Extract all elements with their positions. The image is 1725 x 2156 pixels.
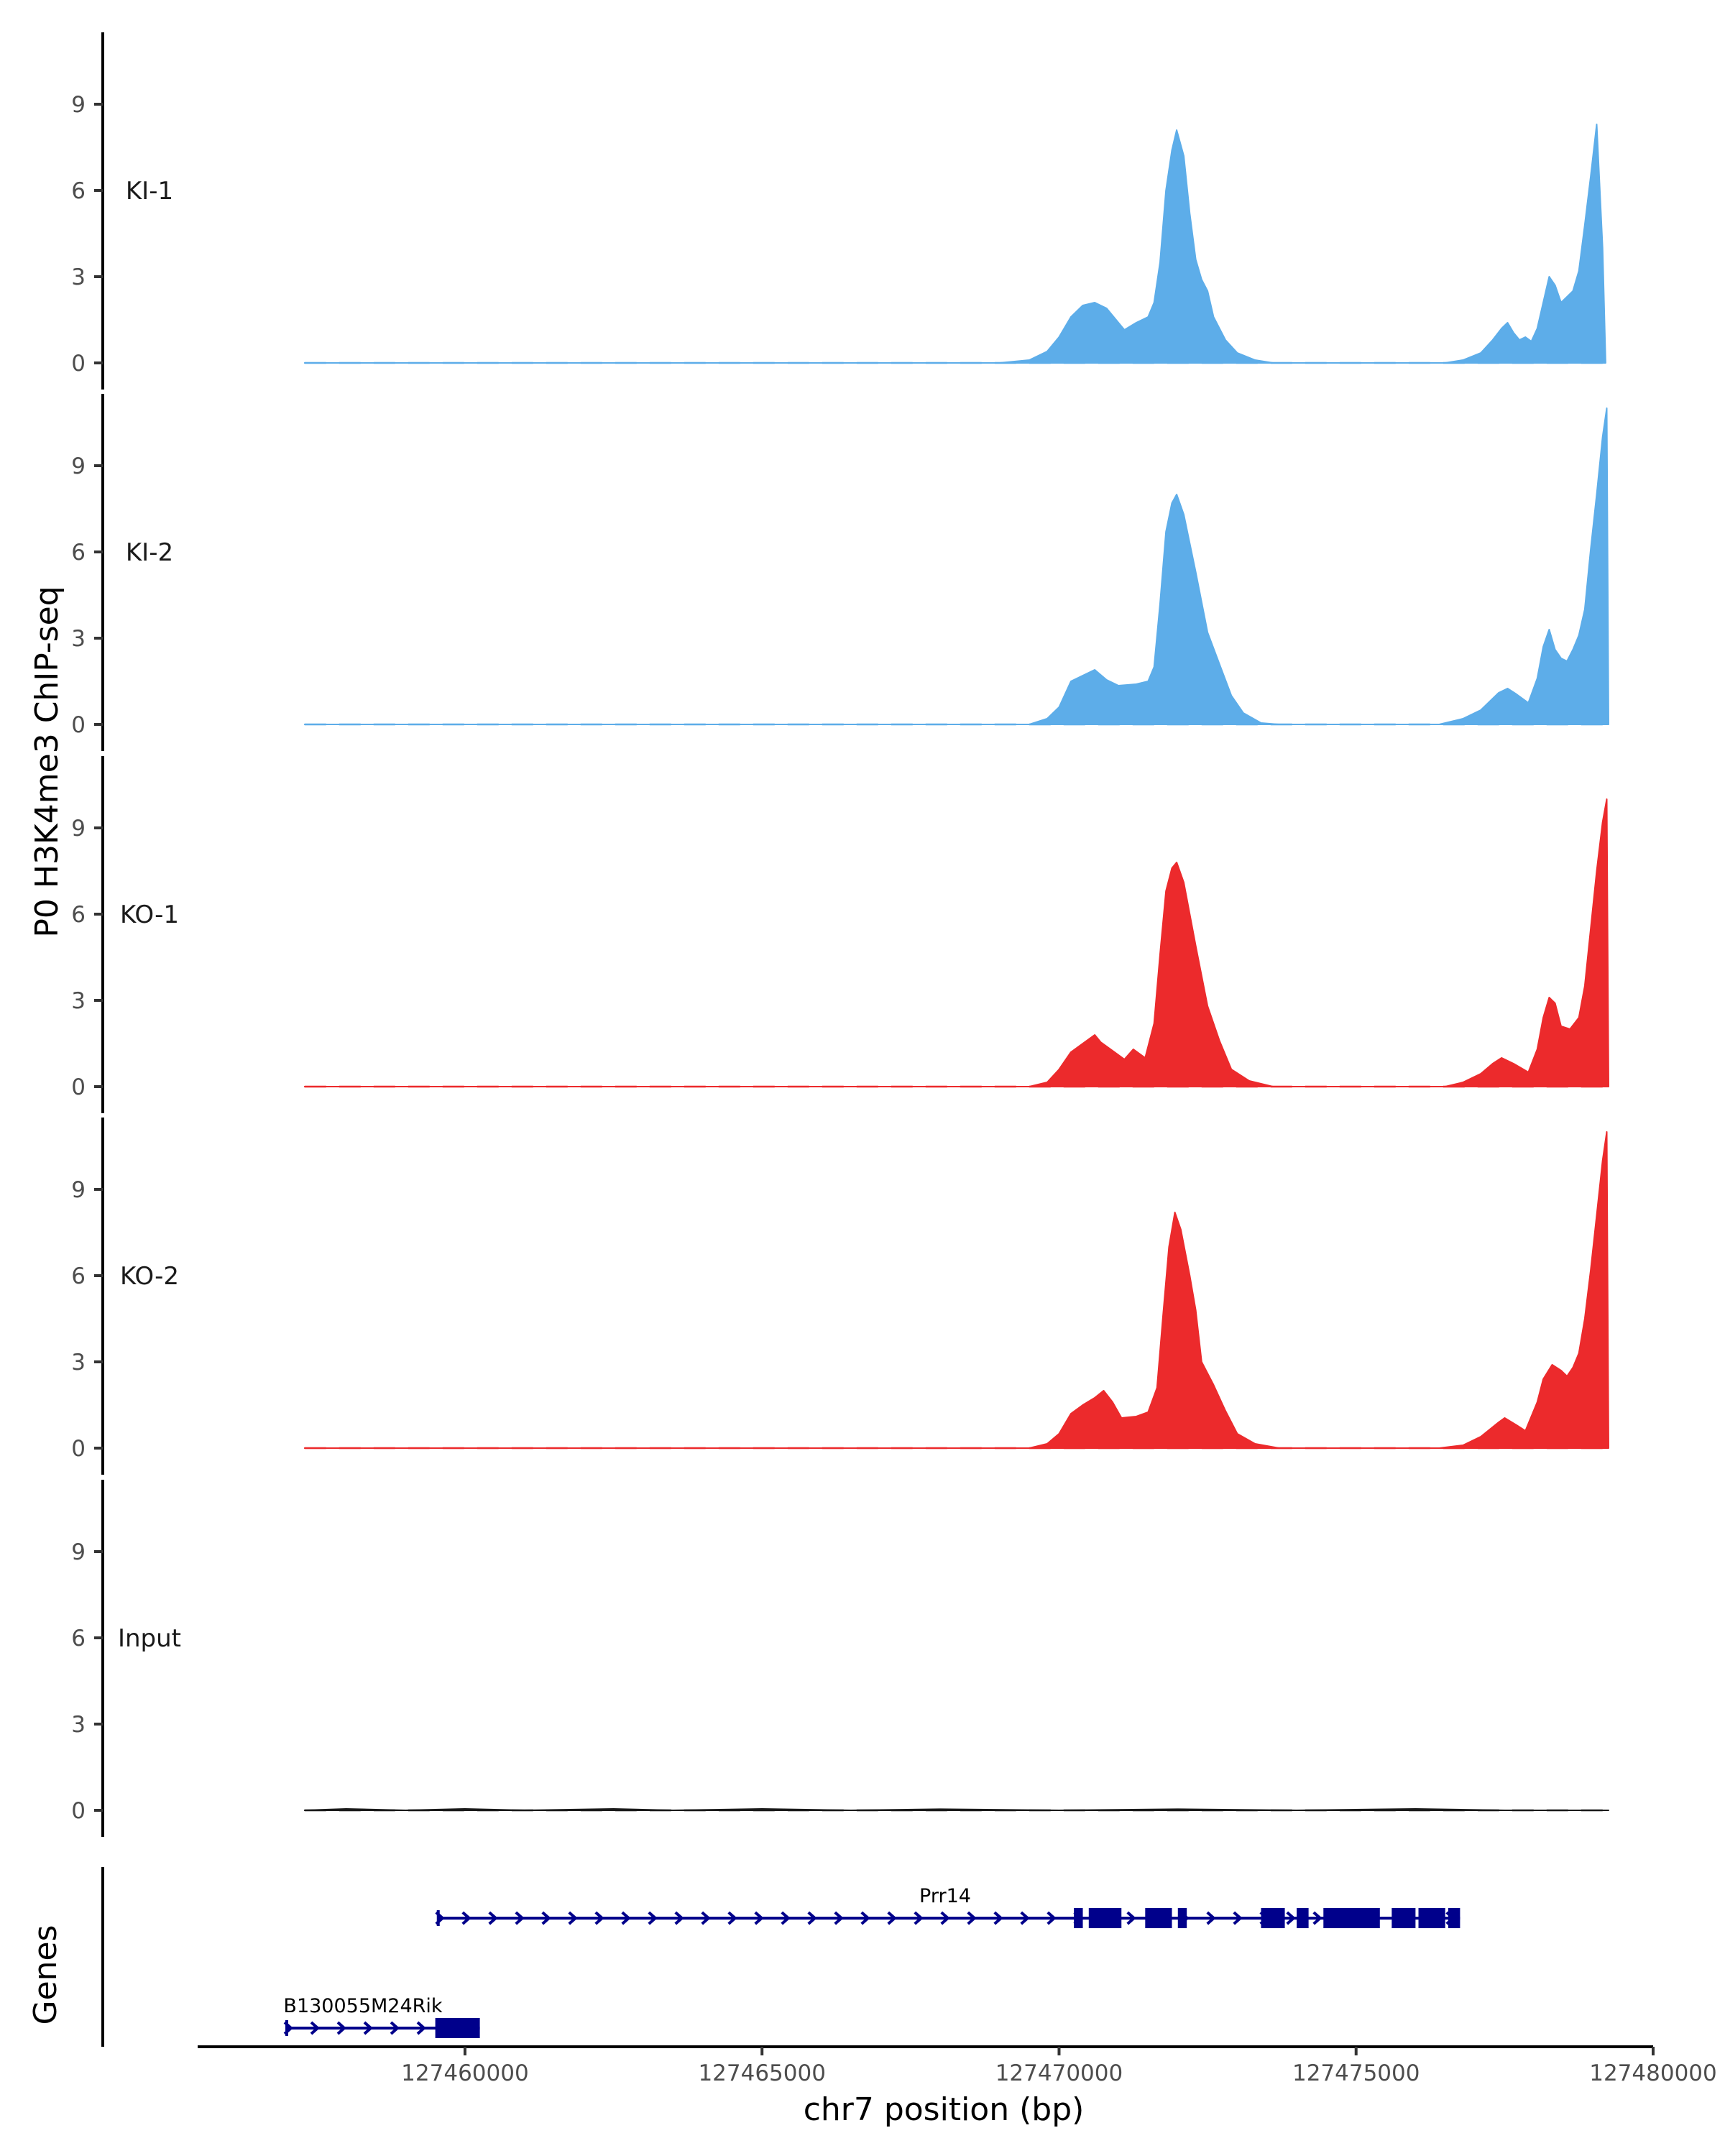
track-label: Input <box>118 1624 181 1653</box>
strand-arrow-icon <box>416 2021 426 2035</box>
y-tick-label: 3 <box>71 626 86 652</box>
strand-arrow-icon <box>781 1911 791 1925</box>
strand-arrow-icon <box>390 2021 400 2035</box>
gene-exon <box>435 2018 480 2038</box>
gene-annotation-panel: Prr14 B130055M24Rik <box>101 1867 1460 2047</box>
y-tick-label: 9 <box>71 92 86 118</box>
x-tick-label: 127475000 <box>1292 2060 1420 2086</box>
x-axis-title: chr7 position (bp) <box>804 2091 1085 2128</box>
strand-arrow-icon <box>1286 1911 1296 1925</box>
signal-area-ki-2 <box>303 407 1609 725</box>
y-tick-label: 6 <box>71 540 86 566</box>
gene-exon <box>1297 1908 1309 1928</box>
strand-arrow-icon <box>336 2021 346 2035</box>
track-label: KO-1 <box>120 900 179 929</box>
track-label: KO-2 <box>120 1262 179 1291</box>
gene-exon <box>1392 1908 1416 1928</box>
track-ko-2: 0 3 6 9 KO-2 <box>71 1118 1612 1475</box>
strand-arrow-icon <box>568 1911 578 1925</box>
genes-axis-title: Genes <box>27 1925 64 2024</box>
strand-arrow-icon <box>1020 1911 1030 1925</box>
x-tick-label: 127470000 <box>995 2060 1123 2086</box>
gene-exon <box>1177 1908 1187 1928</box>
gene-label: Prr14 <box>919 1885 971 1907</box>
strand-arrow-icon <box>488 1911 498 1925</box>
gene-prr14: Prr14 <box>435 1885 1460 1928</box>
strand-arrow-icon <box>834 1911 844 1925</box>
strand-arrow-icon <box>435 1911 445 1925</box>
strand-arrow-icon <box>310 2021 320 2035</box>
strand-arrow-icon <box>594 1911 604 1925</box>
strand-arrow-icon <box>727 1911 737 1925</box>
y-tick-label: 3 <box>71 1350 86 1376</box>
signal-area-ko-2 <box>303 1131 1609 1449</box>
strand-arrow-icon <box>1046 1911 1057 1925</box>
strand-arrow-icon <box>967 1911 977 1925</box>
strand-arrow-icon <box>887 1911 897 1925</box>
gene-exon <box>1088 1908 1122 1928</box>
strand-arrow-icon <box>860 1911 870 1925</box>
strand-arrow-icon <box>363 2021 373 2035</box>
x-tick-label: 127480000 <box>1589 2060 1717 2086</box>
signal-tracks: 0 3 6 9 KI-1 0 3 6 9 KI-2 0 3 6 9 KO-1 0 3 6 9 KO-2 0 3 6 9 Inpu… <box>71 32 1612 1837</box>
strand-arrow-icon <box>993 1911 1003 1925</box>
y-tick-label: 6 <box>71 1626 86 1651</box>
y-tick-label: 0 <box>71 1798 86 1824</box>
gene-exon <box>1261 1908 1285 1928</box>
signal-area-input <box>303 1808 1609 1811</box>
gene-exon <box>1323 1908 1380 1928</box>
track-ko-1: 0 3 6 9 KO-1 <box>71 756 1612 1113</box>
strand-arrow-icon <box>541 1911 551 1925</box>
y-tick-label: 9 <box>71 453 86 479</box>
strand-arrow-icon <box>940 1911 950 1925</box>
gene-label: B130055M24Rik <box>283 1995 443 2017</box>
strand-arrow-icon <box>807 1911 817 1925</box>
strand-arrow-icon <box>674 1911 684 1925</box>
y-tick-label: 0 <box>71 351 86 377</box>
strand-arrow-icon <box>461 1911 472 1925</box>
strand-arrow-icon <box>914 1911 924 1925</box>
strand-arrow-icon <box>754 1911 764 1925</box>
y-tick-label: 0 <box>71 1436 86 1462</box>
y-tick-label: 9 <box>71 1539 86 1565</box>
strand-arrow-icon <box>621 1911 631 1925</box>
signal-area-ki-1 <box>303 124 1606 364</box>
track-label: KI-2 <box>126 538 173 567</box>
strand-arrow-icon <box>1126 1911 1136 1925</box>
strand-arrow-icon <box>515 1911 525 1925</box>
track-input: 0 3 6 9 Input <box>71 1480 1612 1837</box>
y-tick-label: 3 <box>71 264 86 290</box>
strand-arrow-icon <box>648 1911 658 1925</box>
strand-arrow-icon <box>1233 1911 1243 1925</box>
strand-arrow-icon <box>701 1911 711 1925</box>
y-tick-label: 0 <box>71 712 86 738</box>
strand-arrow-icon <box>283 2021 293 2035</box>
gene-exon <box>1448 1908 1460 1928</box>
gene-b130055m24rik: B130055M24Rik <box>283 1995 480 2038</box>
gene-exon <box>1074 1908 1083 1928</box>
y-tick-label: 3 <box>71 988 86 1014</box>
y-tick-label: 6 <box>71 1263 86 1289</box>
y-tick-label: 3 <box>71 1712 86 1738</box>
gene-exon <box>1145 1908 1172 1928</box>
track-label: KI-1 <box>126 177 173 206</box>
x-tick-label: 127465000 <box>698 2060 826 2086</box>
y-axis-title: P0 H3K4me3 ChIP-seq <box>29 586 65 937</box>
gene-exon <box>1418 1908 1445 1928</box>
signal-area-ko-1 <box>303 798 1609 1087</box>
track-ki-2: 0 3 6 9 KI-2 <box>71 394 1612 751</box>
x-axis: 127460000 127465000 127470000 127475000 1274… <box>198 2045 1717 2086</box>
y-tick-label: 9 <box>71 1177 86 1203</box>
x-tick-label: 127460000 <box>401 2060 529 2086</box>
strand-arrow-icon <box>1206 1911 1216 1925</box>
strand-arrow-icon <box>1312 1911 1322 1925</box>
track-ki-1: 0 3 6 9 KI-1 <box>71 32 1612 390</box>
y-tick-label: 9 <box>71 816 86 842</box>
y-tick-label: 6 <box>71 902 86 928</box>
y-tick-label: 0 <box>71 1074 86 1100</box>
y-tick-label: 6 <box>71 178 86 204</box>
